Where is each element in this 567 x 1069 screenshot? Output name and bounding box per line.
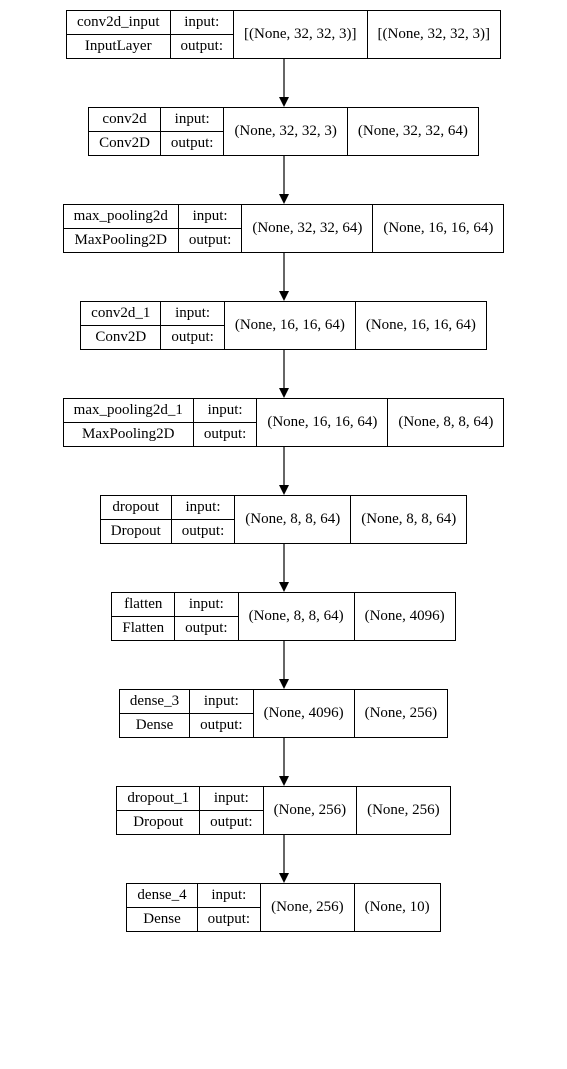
layer-name: dropout_1 (117, 787, 199, 811)
input-label: input: (175, 593, 238, 617)
output-shape: [(None, 32, 32, 3)] (367, 11, 500, 58)
layer-type: Flatten (112, 617, 174, 640)
output-shape: (None, 10) (354, 884, 440, 931)
output-shape: (None, 32, 32, 64) (347, 108, 478, 155)
layer-node: dropout Dropout input: output: (None, 8,… (100, 495, 467, 544)
input-label: input: (194, 399, 257, 423)
output-shape: (None, 16, 16, 64) (355, 302, 486, 349)
layer-node: conv2d Conv2D input: output: (None, 32, … (88, 107, 479, 156)
layer-node: max_pooling2d MaxPooling2D input: output… (63, 204, 505, 253)
input-label: input: (179, 205, 242, 229)
input-shape: (None, 16, 16, 64) (256, 399, 387, 446)
layer-name: dropout (101, 496, 171, 520)
input-label: input: (172, 496, 235, 520)
arrow-down-icon (276, 156, 292, 204)
layer-name: conv2d_input (67, 11, 170, 35)
input-label: input: (161, 302, 224, 326)
arrow-down-icon (276, 350, 292, 398)
layer-name: conv2d (89, 108, 160, 132)
output-label: output: (161, 132, 224, 155)
layer-type: Conv2D (81, 326, 160, 349)
layer-type: Dropout (101, 520, 171, 543)
layer-node: dense_3 Dense input: output: (None, 4096… (119, 689, 448, 738)
layer-type: Dense (120, 714, 189, 737)
input-label: input: (161, 108, 224, 132)
arrow-down-icon (276, 59, 292, 107)
arrow-down-icon (276, 447, 292, 495)
output-shape: (None, 16, 16, 64) (372, 205, 503, 252)
output-label: output: (172, 520, 235, 543)
output-label: output: (171, 35, 234, 58)
layer-type: MaxPooling2D (64, 423, 193, 446)
layer-name: dense_3 (120, 690, 189, 714)
output-shape: (None, 8, 8, 64) (387, 399, 503, 446)
layer-type: Dense (127, 908, 196, 931)
input-label: input: (190, 690, 253, 714)
input-label: input: (200, 787, 263, 811)
output-label: output: (194, 423, 257, 446)
layer-type: Conv2D (89, 132, 160, 155)
output-label: output: (190, 714, 253, 737)
input-label: input: (198, 884, 261, 908)
output-label: output: (161, 326, 224, 349)
output-label: output: (179, 229, 242, 252)
output-shape: (None, 256) (354, 690, 447, 737)
layer-node: conv2d_1 Conv2D input: output: (None, 16… (80, 301, 487, 350)
layer-type: InputLayer (67, 35, 170, 58)
arrow-down-icon (276, 253, 292, 301)
input-shape: (None, 16, 16, 64) (224, 302, 355, 349)
layer-name: conv2d_1 (81, 302, 160, 326)
output-shape: (None, 4096) (354, 593, 455, 640)
layer-node: flatten Flatten input: output: (None, 8,… (111, 592, 455, 641)
layer-name: flatten (112, 593, 174, 617)
input-shape: (None, 32, 32, 64) (241, 205, 372, 252)
input-shape: (None, 256) (263, 787, 356, 834)
model-architecture-diagram: conv2d_input InputLayer input: output: [… (10, 10, 557, 932)
output-shape: (None, 256) (356, 787, 449, 834)
layer-node: dropout_1 Dropout input: output: (None, … (116, 786, 450, 835)
input-shape: (None, 8, 8, 64) (238, 593, 354, 640)
output-shape: (None, 8, 8, 64) (350, 496, 466, 543)
output-label: output: (175, 617, 238, 640)
layer-node: max_pooling2d_1 MaxPooling2D input: outp… (63, 398, 505, 447)
layer-name: max_pooling2d_1 (64, 399, 193, 423)
layer-node: dense_4 Dense input: output: (None, 256)… (126, 883, 440, 932)
output-label: output: (198, 908, 261, 931)
layer-type: Dropout (117, 811, 199, 834)
arrow-down-icon (276, 835, 292, 883)
input-label: input: (171, 11, 234, 35)
input-shape: (None, 8, 8, 64) (234, 496, 350, 543)
layer-name: dense_4 (127, 884, 196, 908)
arrow-down-icon (276, 544, 292, 592)
input-shape: (None, 256) (260, 884, 353, 931)
layer-name: max_pooling2d (64, 205, 178, 229)
output-label: output: (200, 811, 263, 834)
arrow-down-icon (276, 641, 292, 689)
layer-node: conv2d_input InputLayer input: output: [… (66, 10, 501, 59)
layer-type: MaxPooling2D (64, 229, 178, 252)
input-shape: [(None, 32, 32, 3)] (233, 11, 366, 58)
input-shape: (None, 4096) (253, 690, 354, 737)
input-shape: (None, 32, 32, 3) (223, 108, 346, 155)
arrow-down-icon (276, 738, 292, 786)
